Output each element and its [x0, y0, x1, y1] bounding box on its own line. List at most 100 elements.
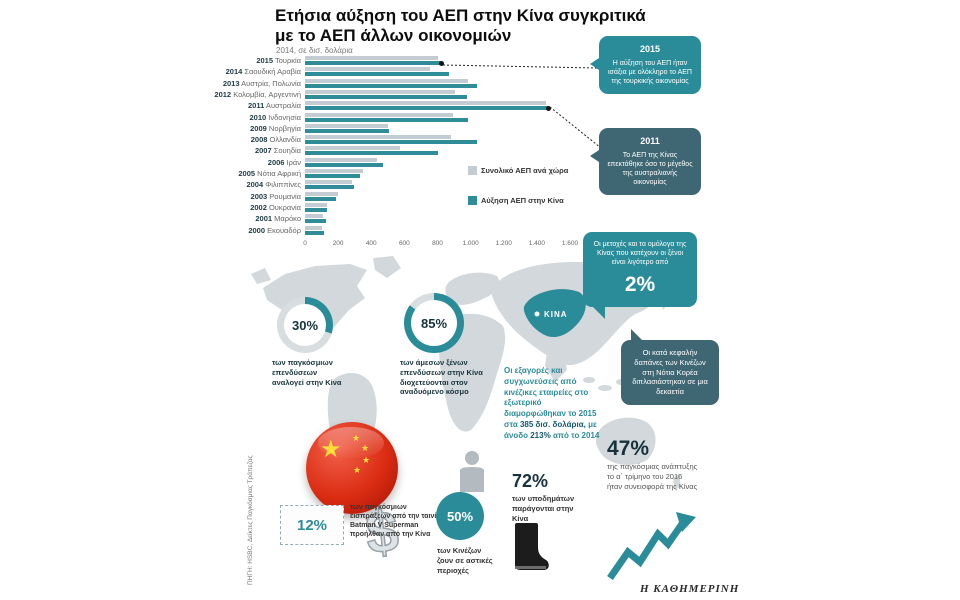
stat-korea-spending-text: Οι κατά κεφαλήν δαπάνες των Κινέζων στη …: [632, 348, 708, 396]
x-tick: 200: [332, 240, 344, 247]
donut-30-label: των παγκόσμιων επενδύσεων αναλογεί στην …: [272, 358, 342, 387]
row-year: 2010: [249, 112, 267, 122]
china-increase-bar: [305, 185, 354, 190]
china-increase-bar: [305, 151, 438, 156]
chart-row: 2002 Ουκρανία: [250, 202, 570, 214]
row-country: Ουκρανία: [266, 202, 301, 212]
country-gdp-bar: [305, 135, 451, 140]
legend-country-gdp: Συνολικό ΑΕΠ ανά χώρα: [468, 166, 568, 175]
row-label: 2003 Ρουμανία: [55, 191, 301, 201]
flag-star-icon: ★: [361, 443, 370, 453]
stat-72-value: 72%: [512, 471, 549, 491]
row-label: 2004 Φιλιππίνες: [55, 181, 301, 189]
callout-2011-text: Το ΑΕΠ της Κίνας επεκτάθηκε όσο το μέγεθ…: [607, 151, 693, 186]
flag-star-icon: ★: [320, 436, 342, 463]
chart-row: 2001 Μαρόκο: [255, 214, 570, 225]
legend-china-increase: Αύξηση ΑΕΠ στην Κίνα: [468, 196, 564, 205]
china-increase-bar: [305, 140, 478, 145]
country-gdp-bar: [305, 169, 364, 173]
donut-30-value: 30%: [284, 304, 326, 346]
stat-50-value: 50%: [446, 508, 474, 524]
row-year: 2004: [246, 180, 264, 190]
map-china-highlight: [523, 289, 586, 338]
row-year: 2008: [250, 135, 268, 145]
x-tick: 800: [432, 240, 443, 247]
stat-mna-text: Οι εξαγορές και συγχωνεύσεις από κινέζικ…: [504, 366, 600, 442]
country-gdp-bar: [305, 214, 324, 219]
row-label: 2005 Νότια Αφρική: [55, 170, 301, 178]
callout-2011-year: 2011: [640, 136, 660, 146]
row-country: Ρουμανία: [267, 191, 301, 201]
map-australia: [595, 417, 656, 465]
flag-star-icon: ★: [362, 455, 371, 465]
row-label: 2001 Μαρόκο: [55, 215, 301, 223]
legend-label: Συνολικό ΑΕΠ ανά χώρα: [481, 166, 569, 175]
china-increase-bar: [305, 61, 441, 65]
callout-2015-text: Η αύξηση του ΑΕΠ ήταν ισάξια με ολόκληρο…: [608, 59, 692, 85]
chart-row: 2010 Ινδονησία: [249, 112, 570, 124]
bar-chart: 2015 Τουρκία 2014 Σαουδική Αραβία 2013 Αυσ…: [214, 56, 570, 238]
donut-85: 85%: [404, 293, 464, 353]
country-gdp-bar: [305, 146, 401, 151]
callout-dot: [545, 106, 551, 112]
mna-part: με άνοδο: [504, 419, 597, 440]
x-tick: 0: [303, 240, 307, 247]
china-marker-icon: [534, 311, 540, 317]
chart-row: 2000 Εκουαδόρ: [248, 225, 570, 237]
chart-row: 2007 Σουηδία: [255, 146, 570, 157]
row-country: Νότια Αφρική: [255, 169, 301, 178]
mna-part: Οι εξαγορές και συγχωνεύσεις από κινέζικ…: [504, 366, 597, 429]
chart-unit-note: 2014, σε δισ. δολάρια: [276, 46, 353, 55]
china-increase-bar: [305, 94, 468, 99]
row-country: Σαουδική Αραβία: [242, 67, 301, 77]
row-year: 2011: [247, 101, 265, 111]
stat-72-text: των υποδημάτων παράγονται στην Κίνα: [512, 494, 575, 524]
chart-row: 2003 Ρουμανία: [251, 191, 570, 203]
row-year: 2007: [254, 146, 272, 156]
country-gdp-bar: [305, 225, 322, 230]
chart-row: 2008 Ολλανδία: [251, 135, 570, 146]
china-increase-bar: [305, 72, 450, 77]
map-china-label: ΚΙΝΑ: [544, 310, 568, 319]
x-tick: 1.200: [495, 240, 512, 247]
bubble-tail: [590, 58, 599, 70]
row-year: 2015: [256, 56, 273, 65]
bubble-tail: [631, 329, 643, 341]
row-year: 2002: [250, 202, 267, 212]
row-year: 2006: [267, 157, 285, 167]
row-label: 2015 Τουρκία: [55, 57, 301, 65]
callout-2015-year: 2015: [639, 44, 661, 54]
stat-47-text: της παγκόσμιας ανάπτυξης το α΄ τρίμηνο τ…: [607, 462, 698, 492]
country-gdp-bar: [305, 191, 339, 196]
row-year: 2001: [255, 214, 273, 224]
publisher-logo: Η ΚΑΘΗΜΕΡΙΝΗ: [640, 583, 740, 595]
row-country: Αυστραλία: [264, 101, 301, 111]
country-gdp-bar: [305, 56, 438, 60]
row-country: Κολομβία, Αργεντινή: [231, 89, 301, 99]
stat-47-value: 47%: [607, 437, 650, 460]
row-country: Ινδονησία: [266, 112, 301, 122]
chart-row: 2005 Νότια Αφρική: [238, 169, 570, 180]
legend-label: Αύξηση ΑΕΠ στην Κίνα: [481, 196, 564, 205]
flag-star-icon: ★: [352, 433, 361, 443]
legend-swatch-teal: [468, 196, 477, 205]
bubble-tail: [590, 150, 599, 162]
row-label: 2009 Νορβηγία: [55, 125, 301, 133]
page-title-line1: Ετήσια αύξηση του ΑΕΠ στην Κίνα συγκριτι…: [275, 6, 646, 25]
row-country: Φιλιππίνες: [263, 180, 301, 190]
row-year: 2014: [225, 67, 243, 77]
country-gdp-bar: [305, 89, 455, 94]
x-tick: 1.000: [462, 240, 479, 247]
growth-arrow-icon: [607, 512, 696, 580]
map-alaska: [251, 268, 271, 284]
country-gdp-bar: [305, 112, 453, 117]
row-country: Αυστρία, Πολωνία: [239, 78, 301, 88]
china-increase-bar: [305, 83, 478, 88]
row-country: Τουρκία: [273, 56, 301, 65]
mna-value-385: 385 δισ. δολάρια,: [519, 419, 586, 429]
stat-foreign-holdings-text: Οι μετοχές και τα ομόλογα της Κίνας που …: [593, 241, 687, 267]
row-label: 2012 Κολομβία, Αργεντινή: [55, 91, 301, 99]
country-gdp-bar: [305, 101, 546, 106]
chart-row: 2006 Ιράν: [268, 157, 570, 169]
